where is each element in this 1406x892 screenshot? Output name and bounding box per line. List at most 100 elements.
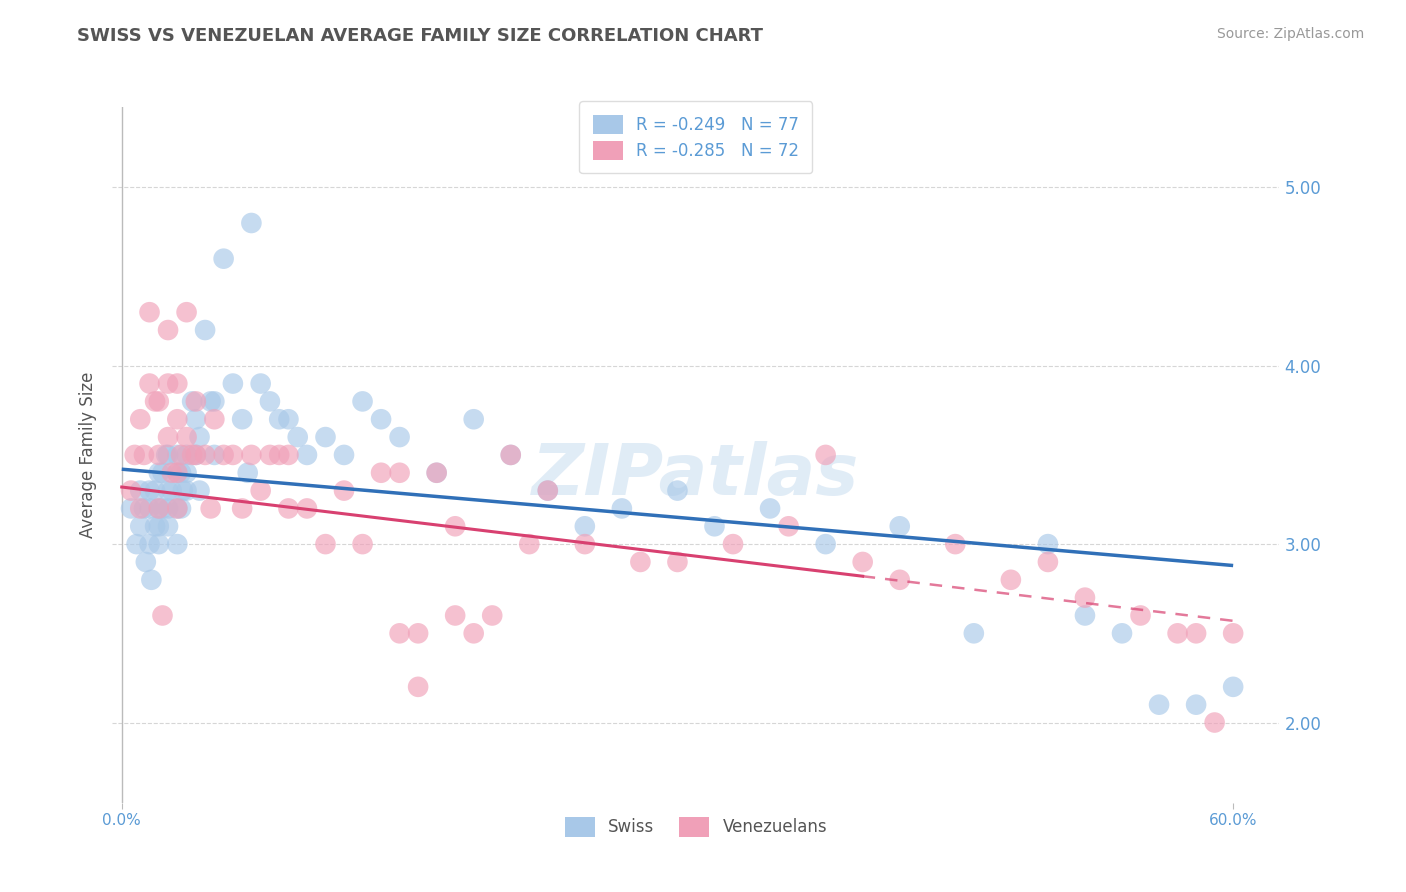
Point <box>352 394 374 409</box>
Point <box>1000 573 1022 587</box>
Point <box>1129 608 1152 623</box>
Point <box>889 573 911 587</box>
Point <box>1111 626 1133 640</box>
Point <box>157 519 180 533</box>
Point <box>240 448 263 462</box>
Point <box>166 501 188 516</box>
Point <box>537 483 560 498</box>
Point <box>814 448 837 462</box>
Point <box>388 626 411 640</box>
Point <box>269 448 291 462</box>
Point <box>1147 698 1170 712</box>
Legend: Swiss, Venezuelans: Swiss, Venezuelans <box>558 811 834 843</box>
Point <box>138 537 160 551</box>
Point <box>537 483 560 498</box>
Point <box>1036 537 1059 551</box>
Text: SWISS VS VENEZUELAN AVERAGE FAMILY SIZE CORRELATION CHART: SWISS VS VENEZUELAN AVERAGE FAMILY SIZE … <box>77 27 763 45</box>
Point <box>194 323 217 337</box>
Point <box>333 448 356 462</box>
Point <box>176 483 198 498</box>
Point <box>333 483 356 498</box>
Point <box>166 448 188 462</box>
Point <box>172 483 194 498</box>
Point <box>188 483 211 498</box>
Point <box>295 448 318 462</box>
Point <box>889 519 911 533</box>
Point <box>517 537 540 551</box>
Point <box>499 448 522 462</box>
Point <box>184 448 207 462</box>
Point <box>170 466 193 480</box>
Point <box>426 466 449 480</box>
Point <box>160 483 183 498</box>
Point <box>703 519 725 533</box>
Point <box>277 448 299 462</box>
Point <box>231 501 253 516</box>
Point <box>138 483 160 498</box>
Point <box>181 448 204 462</box>
Point <box>370 412 392 426</box>
Point <box>463 412 485 426</box>
Point <box>202 448 225 462</box>
Point <box>202 412 225 426</box>
Point <box>135 555 157 569</box>
Point <box>184 448 207 462</box>
Point <box>814 537 837 551</box>
Point <box>152 501 174 516</box>
Point <box>120 501 142 516</box>
Point <box>176 430 198 444</box>
Point <box>170 501 193 516</box>
Point <box>129 483 152 498</box>
Point <box>463 626 485 640</box>
Point <box>143 394 166 409</box>
Point <box>388 430 411 444</box>
Point <box>721 537 744 551</box>
Point <box>610 501 633 516</box>
Point <box>132 501 155 516</box>
Point <box>166 412 188 426</box>
Point <box>1036 555 1059 569</box>
Point <box>852 555 875 569</box>
Point <box>231 412 253 426</box>
Point <box>157 483 180 498</box>
Point <box>370 466 392 480</box>
Point <box>176 305 198 319</box>
Point <box>181 394 204 409</box>
Point <box>1204 715 1226 730</box>
Point <box>202 394 225 409</box>
Point <box>194 448 217 462</box>
Point <box>138 501 160 516</box>
Point <box>481 608 503 623</box>
Point <box>406 680 429 694</box>
Point <box>184 394 207 409</box>
Point <box>574 537 596 551</box>
Point <box>315 537 337 551</box>
Point <box>160 466 183 480</box>
Point <box>188 430 211 444</box>
Point <box>212 448 235 462</box>
Point <box>155 448 177 462</box>
Text: ZIPatlas: ZIPatlas <box>533 442 859 510</box>
Point <box>148 519 170 533</box>
Point <box>124 448 146 462</box>
Point <box>759 501 782 516</box>
Point <box>406 626 429 640</box>
Point <box>778 519 800 533</box>
Point <box>222 376 245 391</box>
Point <box>963 626 986 640</box>
Text: Source: ZipAtlas.com: Source: ZipAtlas.com <box>1216 27 1364 41</box>
Point <box>184 412 207 426</box>
Point <box>943 537 966 551</box>
Point <box>176 448 198 462</box>
Point <box>176 466 198 480</box>
Point <box>259 394 281 409</box>
Point <box>277 412 299 426</box>
Point <box>152 608 174 623</box>
Point <box>200 501 222 516</box>
Point <box>295 501 318 516</box>
Point <box>166 501 188 516</box>
Point <box>1222 680 1244 694</box>
Point <box>148 501 170 516</box>
Point <box>157 501 180 516</box>
Point <box>166 376 188 391</box>
